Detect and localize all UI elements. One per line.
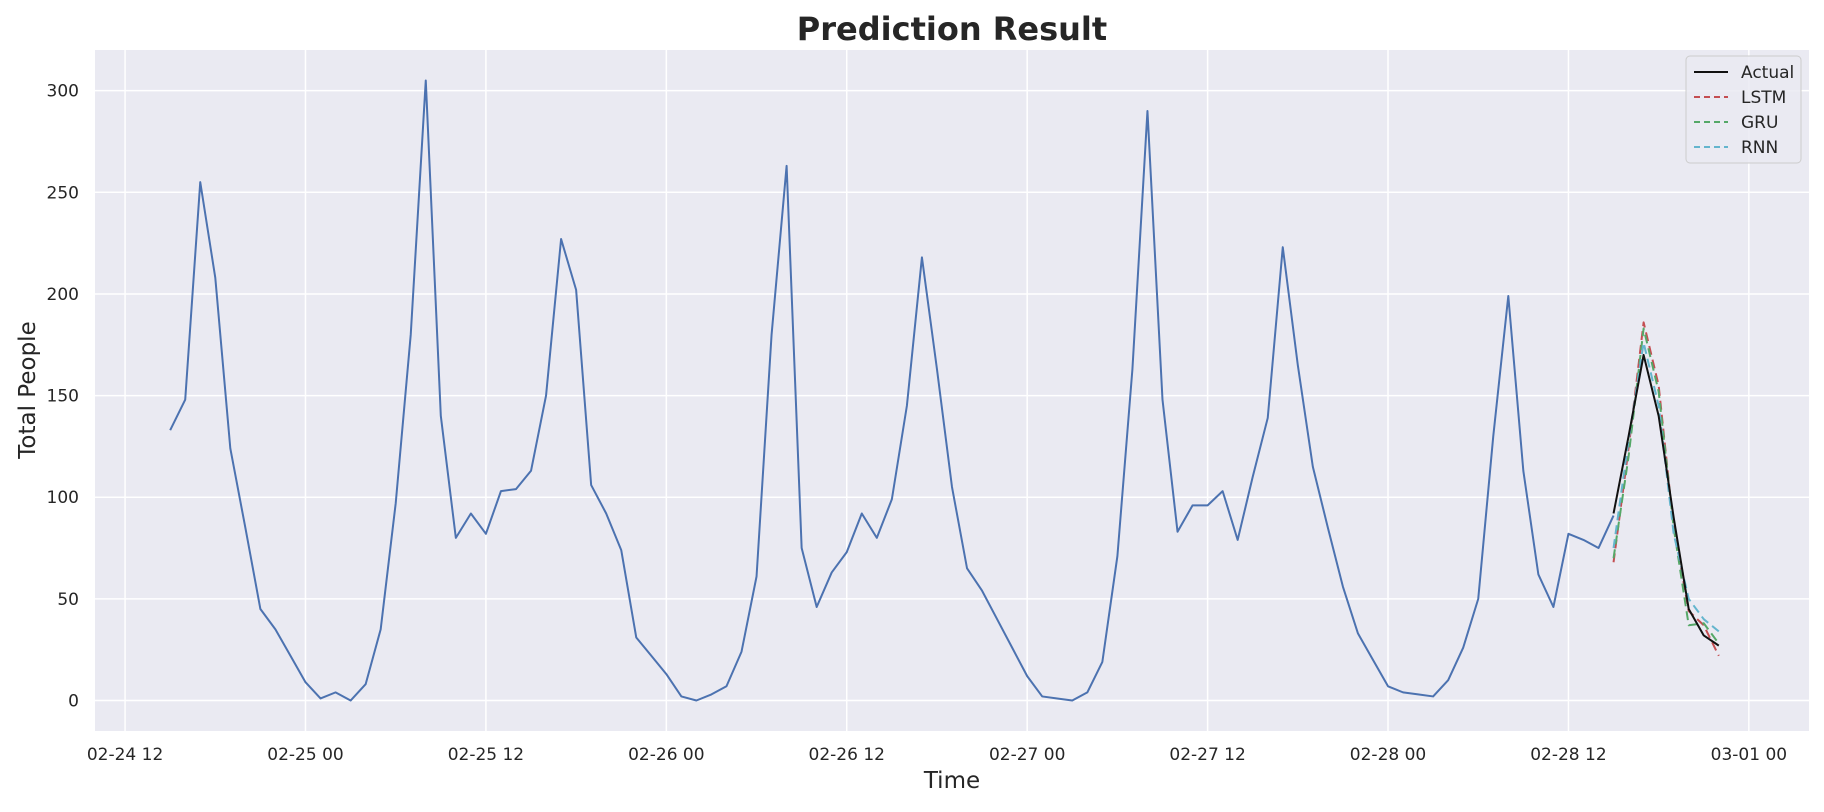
x-tick-label: 02-24 12 <box>87 745 163 765</box>
x-tick-label: 02-28 00 <box>1350 745 1426 765</box>
data-series <box>169 79 1720 702</box>
legend-box <box>1685 55 1802 164</box>
plot-background <box>95 50 1809 731</box>
legend-label-gru: GRU <box>1741 113 1778 133</box>
x-tick-label: 02-26 12 <box>809 745 885 765</box>
y-tick-label: 300 <box>47 82 79 102</box>
legend-label-lstm: LSTM <box>1741 88 1786 108</box>
x-tick-label: 03-01 00 <box>1711 745 1787 765</box>
x-tick-labels: 02-24 12 02-25 00 02-25 12 02-26 00 02-26 12… <box>87 745 1787 765</box>
y-tick-label: 150 <box>47 387 79 407</box>
x-tick-label: 02-25 12 <box>448 745 524 765</box>
y-tick-labels: 0 50 100 150 200 250 300 <box>47 82 79 712</box>
y-tick-label: 50 <box>57 590 79 610</box>
x-tick-label: 02-27 00 <box>989 745 1065 765</box>
y-tick-label: 200 <box>47 285 79 305</box>
legend: Actual LSTM GRU RNN <box>1685 55 1802 164</box>
x-tick-label: 02-26 00 <box>628 745 704 765</box>
y-axis-label: Total People <box>15 321 41 459</box>
x-tick-label: 02-28 12 <box>1530 745 1606 765</box>
y-tick-label: 250 <box>47 183 79 203</box>
y-tick-label: 100 <box>47 488 79 508</box>
chart-title: Prediction Result <box>797 10 1107 48</box>
x-tick-label: 02-25 00 <box>267 745 343 765</box>
history-line <box>169 79 1615 702</box>
grid-lines <box>95 50 1809 731</box>
y-tick-label: 0 <box>68 692 79 712</box>
series-line-lstm <box>1612 321 1720 657</box>
x-tick-label: 02-27 12 <box>1169 745 1245 765</box>
x-axis-label: Time <box>923 768 980 794</box>
series-line-actual <box>1612 353 1720 647</box>
series-line-gru <box>1612 327 1720 645</box>
legend-label-rnn: RNN <box>1741 138 1778 158</box>
legend-label-actual: Actual <box>1741 63 1794 83</box>
